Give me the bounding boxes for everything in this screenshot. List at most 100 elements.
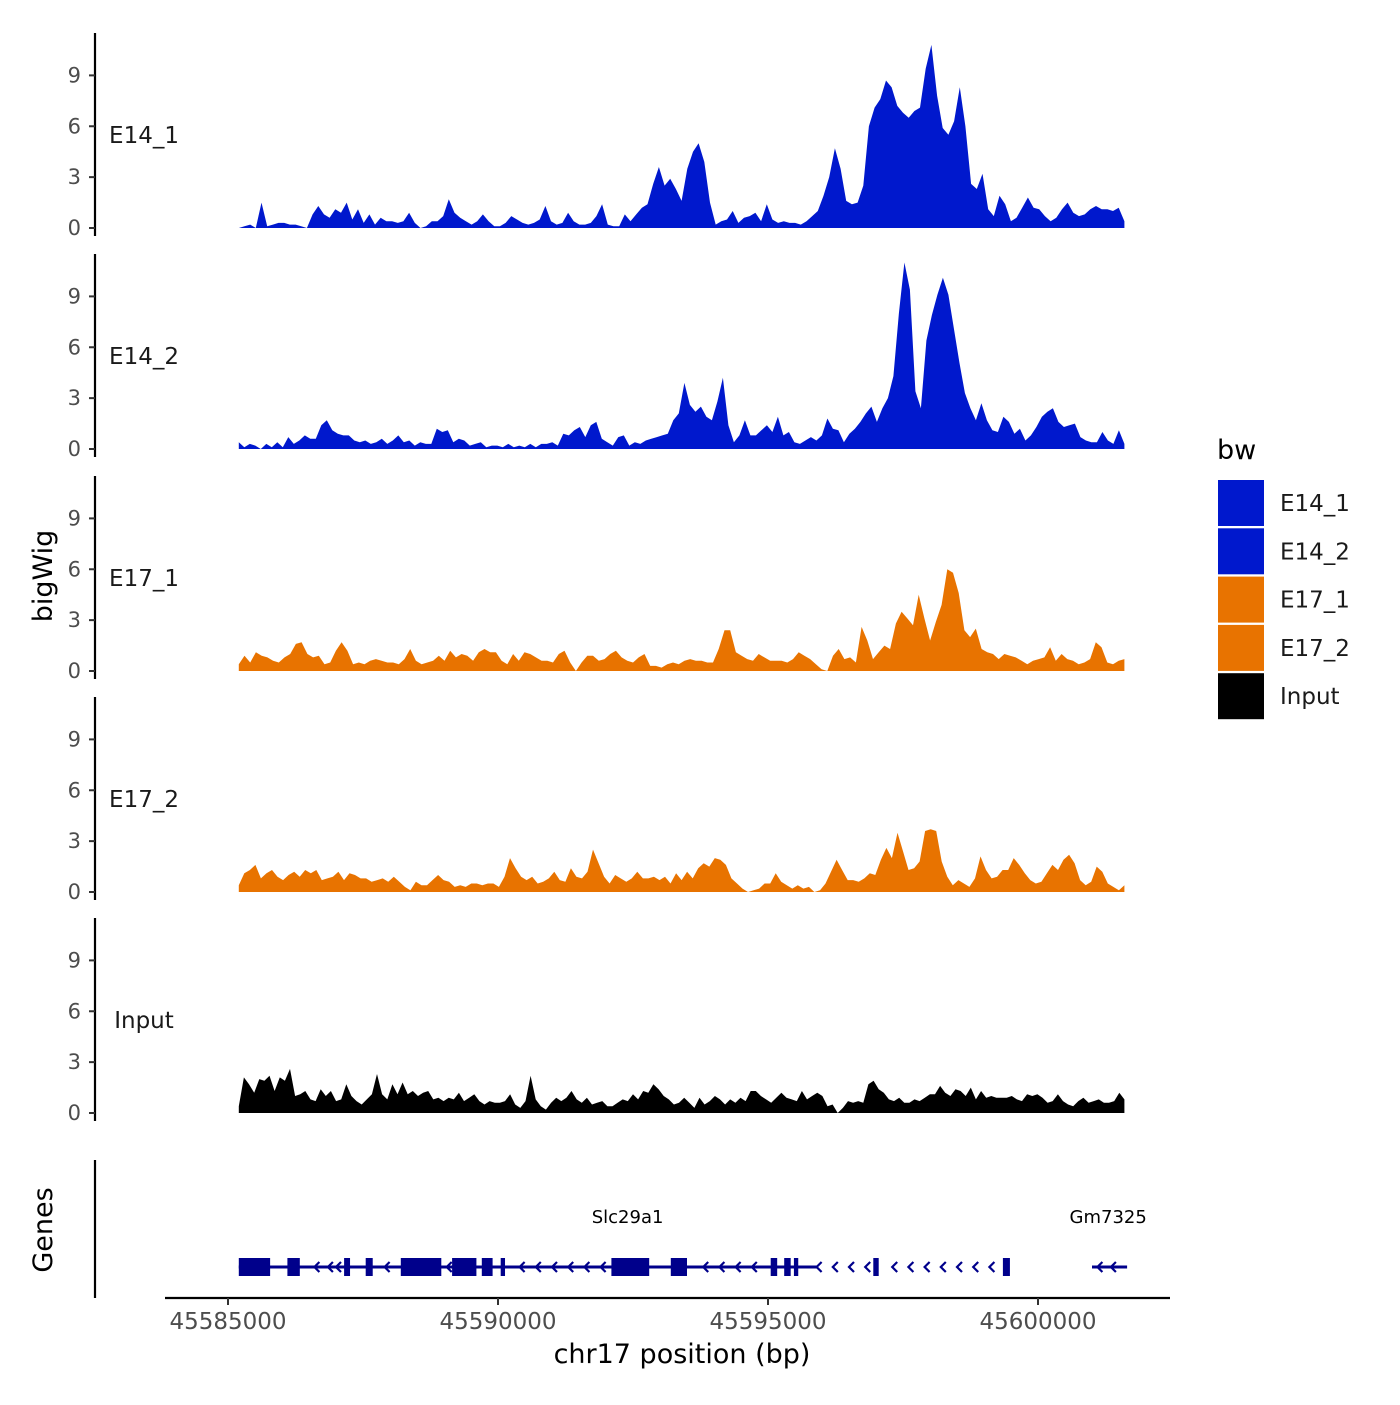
strand-arrow (906, 1261, 915, 1273)
exon-block (670, 1258, 687, 1276)
strand-arrow (1095, 1261, 1104, 1273)
strand-arrow (701, 1261, 709, 1273)
gene-label: Gm7325 (1070, 1207, 1147, 1228)
legend-label: E14_2 (1280, 539, 1350, 565)
strand-arrow (312, 1261, 321, 1273)
y-tick-label: 0 (68, 437, 81, 461)
coverage-area-e17_1 (238, 569, 1125, 671)
y-tick-label: 3 (68, 1050, 81, 1074)
legend-label: Input (1280, 684, 1340, 710)
strand-arrow (1109, 1261, 1117, 1273)
y-tick-label: 0 (68, 880, 81, 904)
track-panel-e14_2: 0 3 6 9 E14_2 (68, 254, 1125, 461)
strand-arrow (717, 1261, 726, 1273)
track-panel-e14_1: 0 3 6 9 E14_1 (68, 33, 1125, 240)
exon-block (500, 1258, 506, 1276)
gene-slc29a1: Slc29a1 (238, 1207, 1010, 1276)
exon-block (793, 1258, 799, 1276)
x-axis-title: chr17 position (bp) (554, 1339, 811, 1370)
y-tick-label: 6 (68, 999, 81, 1023)
strand-arrow (582, 1261, 591, 1273)
strand-arrow (734, 1261, 742, 1273)
panel-label: Input (114, 1008, 174, 1034)
strand-arrow (939, 1261, 947, 1273)
y-tick-label: 9 (68, 727, 81, 751)
legend-key-e14_2 (1218, 528, 1264, 575)
strand-arrow (383, 1261, 391, 1273)
y-tick-label: 9 (68, 284, 81, 308)
signal-tracks: 0 3 6 9 E14_1 0 3 6 9 E14_2 0 3 6 9 E17_1 0 3 6 9 E17_2 0 3 6 9… (68, 33, 1125, 1125)
exon-block (287, 1258, 300, 1276)
strand-arrow (445, 1261, 453, 1273)
strand-arrow (971, 1261, 979, 1273)
gene-gm7325: Gm7325 (1070, 1207, 1147, 1273)
strand-arrow (955, 1261, 963, 1273)
x-tick-label: 45600000 (979, 1309, 1096, 1335)
x-tick-label: 45595000 (709, 1309, 826, 1335)
strand-arrow (550, 1261, 558, 1273)
exon-block (365, 1258, 373, 1276)
exon-block (873, 1258, 879, 1276)
exon-block (400, 1258, 442, 1276)
track-panel-input: 0 3 6 9 Input (68, 918, 1125, 1125)
y-tick-label: 0 (68, 216, 81, 240)
legend-key-e17_1 (1218, 576, 1264, 623)
strand-arrow (566, 1261, 574, 1273)
coverage-area-e14_2 (238, 262, 1125, 449)
y-tick-label: 0 (68, 659, 81, 683)
strand-arrow (518, 1261, 526, 1273)
strand-arrow (750, 1261, 758, 1273)
panel-label: E14_2 (109, 344, 179, 370)
y-tick-label: 6 (68, 778, 81, 802)
y-tick-label: 3 (68, 165, 81, 189)
legend-key-input (1218, 673, 1264, 720)
exon-block (611, 1258, 650, 1276)
exon-block (481, 1258, 493, 1276)
y-axis-title: bigWig (28, 530, 59, 623)
exon-block (1002, 1258, 1010, 1276)
strand-arrow (923, 1261, 931, 1273)
x-tick-label: 45590000 (439, 1309, 556, 1335)
exon-block (784, 1258, 791, 1276)
strand-arrow (599, 1261, 607, 1273)
strand-arrow (534, 1261, 542, 1273)
panel-label: E14_1 (109, 123, 179, 149)
y-tick-label: 0 (68, 1101, 81, 1125)
strand-arrow (831, 1261, 839, 1273)
exon-block (452, 1258, 477, 1276)
strand-arrow (890, 1261, 898, 1273)
exon-block (770, 1258, 778, 1276)
strand-arrow (863, 1261, 871, 1273)
panel-label: E17_1 (109, 566, 179, 592)
legend: bw E14_1 E14_2 E17_1 E17_2 Input (1217, 435, 1350, 720)
legend-label: E17_2 (1280, 636, 1350, 662)
legend-label: E17_1 (1280, 588, 1350, 614)
gene-track: Slc29a1 Gm7325 (93, 1160, 1147, 1298)
x-axis: 45585000 45590000 45595000 45600000 (165, 1296, 1170, 1335)
exon-block (344, 1258, 351, 1276)
coverage-area-e17_2 (238, 829, 1125, 892)
y-tick-label: 9 (68, 63, 81, 87)
legend-key-e17_2 (1218, 624, 1264, 671)
y-tick-label: 3 (68, 829, 81, 853)
genes-axis-title: Genes (28, 1187, 59, 1272)
strand-arrow (987, 1261, 996, 1273)
legend-key-e14_1 (1218, 480, 1264, 526)
track-panel-e17_2: 0 3 6 9 E17_2 (68, 697, 1125, 904)
strand-arrow (815, 1261, 823, 1273)
y-tick-label: 9 (68, 506, 81, 530)
exon-block (238, 1258, 271, 1276)
y-tick-label: 9 (68, 948, 81, 972)
coverage-area-e14_1 (238, 44, 1125, 229)
coverage-area-input (238, 1068, 1125, 1113)
panel-label: E17_2 (109, 787, 179, 813)
y-tick-label: 6 (68, 335, 81, 359)
legend-label: E14_1 (1280, 491, 1350, 517)
y-tick-label: 3 (68, 386, 81, 410)
track-panel-e17_1: 0 3 6 9 E17_1 (68, 476, 1125, 683)
x-tick-label: 45585000 (169, 1309, 286, 1335)
strand-arrow (334, 1261, 342, 1273)
gene-label: Slc29a1 (592, 1207, 664, 1228)
